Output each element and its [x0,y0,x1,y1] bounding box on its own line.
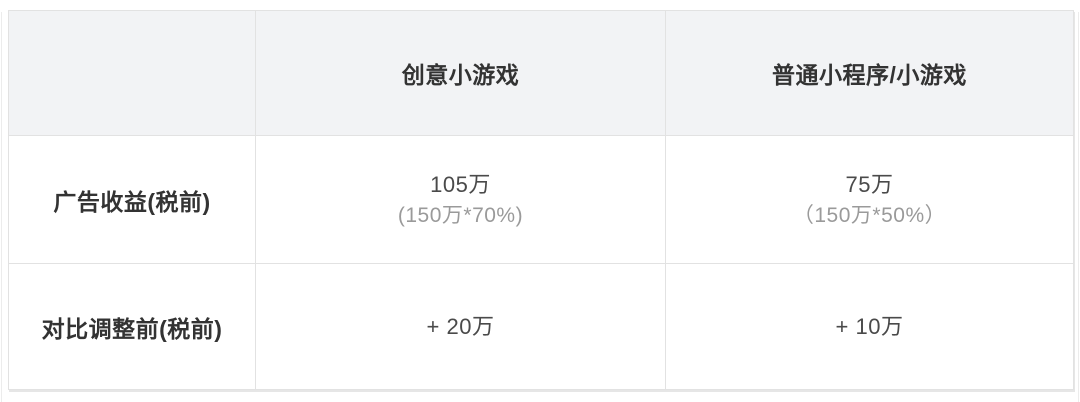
cell-main-value: 105万 [430,171,491,197]
cell-sub-formula: (150万*70%) [397,203,524,227]
header-cell-normal-miniprogram: 普通小程序/小游戏 [665,10,1074,136]
cell-main-value: + 20万 [426,313,495,339]
row-label-ad-revenue-pretax: 广告收益(税前) [8,135,256,264]
header-cell-creative-minigame: 创意小游戏 [255,10,666,136]
cell-sub-formula: （150万*50%） [792,203,947,227]
page-edge-right [1078,12,1079,402]
cell-main-value: + 10万 [835,313,904,339]
cell-normal-delta: + 10万 [665,263,1074,390]
table-row-vs-before-adjustment: 对比调整前(税前) + 20万 + 10万 [8,263,1074,390]
row-label-vs-before-adjustment-pretax: 对比调整前(税前) [8,263,256,390]
cell-main-value: 75万 [845,171,894,197]
table-row-ad-revenue: 广告收益(税前) 105万 (150万*70%) 75万 （150万*50%） [8,135,1074,264]
header-cell-empty [8,10,256,136]
cell-creative-delta: + 20万 [255,263,666,390]
cell-creative-ad-revenue: 105万 (150万*70%) [255,135,666,264]
table-header-row: 创意小游戏 普通小程序/小游戏 [8,10,1074,136]
page-edge-left [1,12,2,402]
cell-normal-ad-revenue: 75万 （150万*50%） [665,135,1074,264]
revenue-comparison-table: 创意小游戏 普通小程序/小游戏 广告收益(税前) 105万 (150万*70%)… [8,10,1074,390]
